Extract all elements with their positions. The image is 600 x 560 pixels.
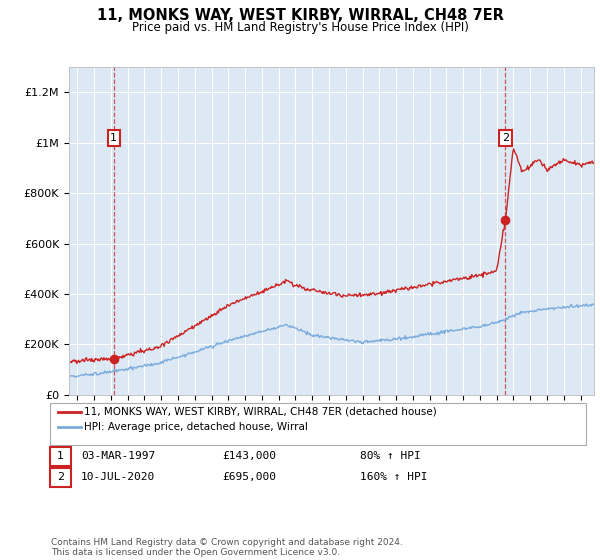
- Text: 160% ↑ HPI: 160% ↑ HPI: [360, 472, 427, 482]
- Text: 80% ↑ HPI: 80% ↑ HPI: [360, 451, 421, 461]
- Text: 10-JUL-2020: 10-JUL-2020: [81, 472, 155, 482]
- Text: HPI: Average price, detached house, Wirral: HPI: Average price, detached house, Wirr…: [84, 422, 308, 432]
- Text: 2: 2: [57, 472, 64, 482]
- Text: 1: 1: [110, 133, 117, 143]
- Text: £695,000: £695,000: [222, 472, 276, 482]
- Text: 03-MAR-1997: 03-MAR-1997: [81, 451, 155, 461]
- Text: £143,000: £143,000: [222, 451, 276, 461]
- Text: Contains HM Land Registry data © Crown copyright and database right 2024.
This d: Contains HM Land Registry data © Crown c…: [51, 538, 403, 557]
- Text: 11, MONKS WAY, WEST KIRBY, WIRRAL, CH48 7ER: 11, MONKS WAY, WEST KIRBY, WIRRAL, CH48 …: [97, 8, 503, 24]
- Text: 11, MONKS WAY, WEST KIRBY, WIRRAL, CH48 7ER (detached house): 11, MONKS WAY, WEST KIRBY, WIRRAL, CH48 …: [84, 407, 437, 417]
- Text: Price paid vs. HM Land Registry's House Price Index (HPI): Price paid vs. HM Land Registry's House …: [131, 21, 469, 34]
- Text: 2: 2: [502, 133, 509, 143]
- Text: 1: 1: [57, 451, 64, 461]
